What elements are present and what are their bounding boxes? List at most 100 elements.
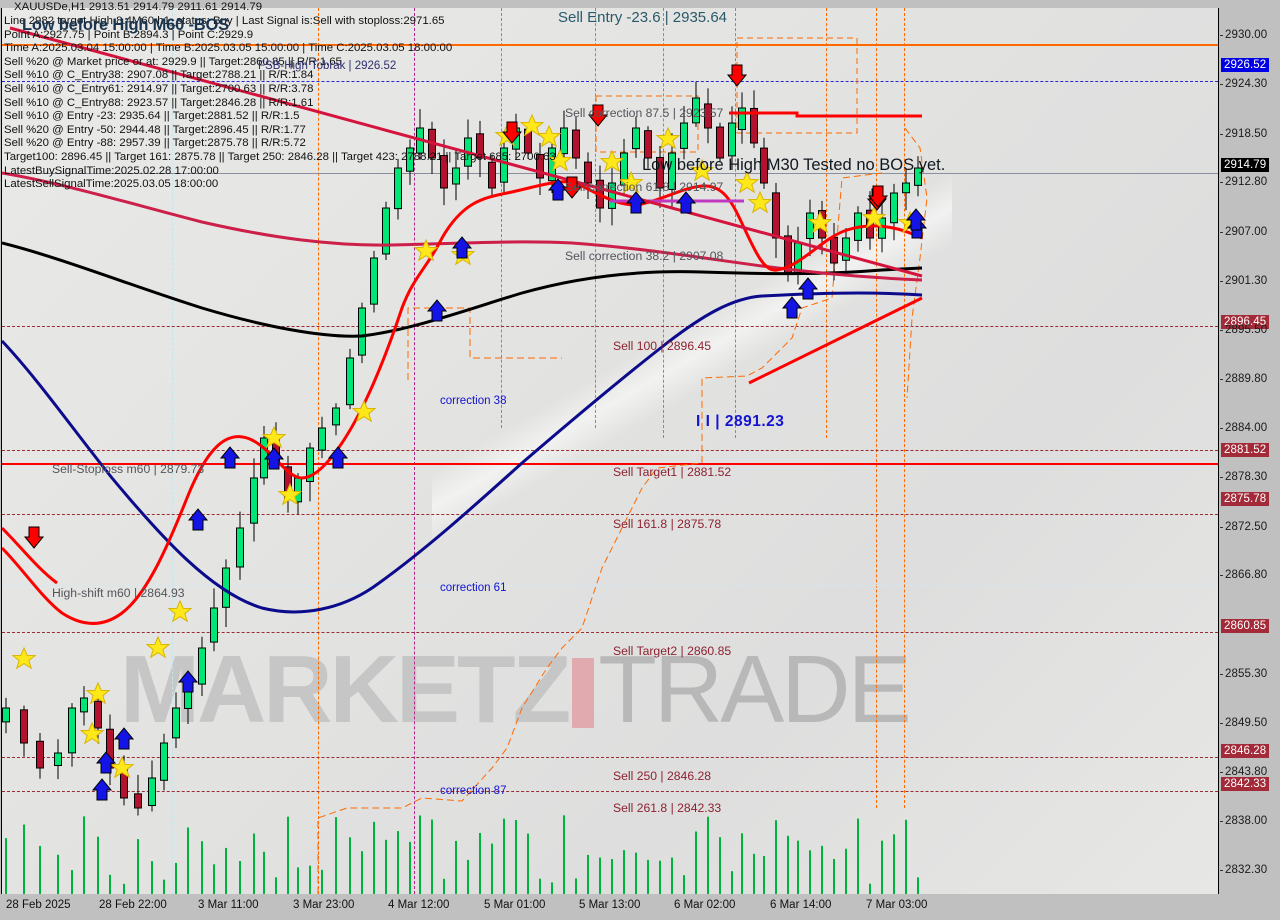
annotation-bos-2891: I I | 2891.23 <box>696 413 785 430</box>
info-line-7: Sell %10 @ Entry -23: 2935.64 || Target:… <box>4 110 300 123</box>
level-line-stoploss-2879 <box>2 450 1218 451</box>
level-line-sell-target1-2881 <box>2 463 1218 465</box>
price-tick-2918-50: 2918.50 <box>1219 127 1268 140</box>
annotation-sell-entry-top: Sell Entry -23.6 | 2935.64 <box>558 9 727 26</box>
price-tick-2849-50: 2849.50 <box>1219 717 1268 730</box>
strategy-info-panel: Line 2982 target High 8.4M60 h1_status: … <box>4 15 556 192</box>
time-tick: 3 Mar 23:00 <box>293 899 355 911</box>
vline-fib-f <box>876 8 877 808</box>
star-signal-marker <box>656 127 680 149</box>
buy-arrow-up <box>96 751 116 774</box>
star-signal-marker <box>414 239 438 261</box>
vline-fib-d <box>735 8 736 438</box>
ma-long-line <box>2 291 923 614</box>
level-line-last-price-2914 <box>2 173 1218 174</box>
moving-average-layer <box>2 26 923 625</box>
sell-arrow-down <box>727 64 747 87</box>
price-tick-2901-30: 2901.30 <box>1219 274 1268 287</box>
price-tick-2912-80: 2912.80 <box>1219 176 1268 189</box>
star-signal-marker <box>262 426 286 448</box>
price-tick-2846-28: 2846.28 <box>1221 743 1270 758</box>
time-tick: 3 Mar 11:00 <box>198 899 259 911</box>
chart-label: Sell Target1 | 2881.52 <box>613 465 732 479</box>
level-line-sell-entry-2935 <box>2 44 1218 46</box>
star-signal-marker <box>600 150 624 172</box>
level-line-fsb-high-2926 <box>2 81 1218 82</box>
sell-arrow-down <box>24 526 44 549</box>
price-tick-2895-50: 2895.50 <box>1219 324 1268 337</box>
annotation-bos-title: Low before High M60 -BOS <box>22 16 229 34</box>
symbol-ohlc-line: XAUUSDe,H1 2913.51 2914.79 2911.61 2914.… <box>14 1 263 13</box>
time-axis[interactable]: 28 Feb 2025 28 Feb 22:00 3 Mar 11:00 3 Mar … <box>0 896 1280 920</box>
level-line-sell1618-2875 <box>2 514 1218 515</box>
info-line-0: Line 2982 target High 8.4M60 h1_status: … <box>4 15 445 27</box>
level-line-high-shift-2864 <box>2 585 1218 586</box>
level-line-sell-target2-2860 <box>2 632 1218 633</box>
buy-arrow-up <box>676 191 696 214</box>
buy-arrow-up <box>188 508 208 531</box>
price-tick-2884-00: 2884.00 <box>1219 422 1268 435</box>
structure-red-resistance <box>729 111 922 118</box>
buy-arrow-up <box>427 299 447 322</box>
trendline-left-red <box>2 526 58 585</box>
price-tick-2924-30: 2924.30 <box>1219 78 1268 91</box>
star-signal-marker <box>735 171 759 193</box>
time-tick: 7 Mar 03:00 <box>866 899 928 911</box>
chart-label: Sell correction 61.8 | 2914.97 <box>565 180 724 194</box>
price-tick-2872-50: 2872.50 <box>1219 520 1268 533</box>
vline-fib-b <box>595 8 596 428</box>
info-line-6: Sell %10 @ C_Entry88: 2923.57 || Target:… <box>4 96 314 109</box>
buy-arrow-up <box>220 446 240 469</box>
chart-label: Sell 250 | 2846.28 <box>613 769 712 783</box>
star-signal-marker <box>168 600 192 622</box>
price-tick-2843-80: 2843.80 <box>1219 765 1268 778</box>
info-line-10: Target100: 2896.45 || Target 161: 2875.7… <box>4 150 556 163</box>
price-tick-2878-30: 2878.30 <box>1219 471 1268 484</box>
price-axis[interactable]: 2930.00 2926.52 2924.30 2918.50 2914.79 2912.… <box>1218 8 1280 894</box>
structure-red-support <box>748 296 923 385</box>
info-line-9: Sell %20 @ Entry -88: 2957.39 || Target:… <box>4 137 306 150</box>
time-tick: 6 Mar 14:00 <box>770 899 832 911</box>
level-line-sell250-2846 <box>2 757 1218 758</box>
info-line-2: Time A:2025.03.04 15:00:00 | Time B:2025… <box>4 42 453 55</box>
star-signal-marker <box>86 682 110 704</box>
watermark-bar <box>572 658 595 728</box>
ma-mid-line <box>2 171 923 282</box>
buy-arrow-up <box>178 670 198 693</box>
price-tick-2875-78: 2875.78 <box>1221 491 1270 506</box>
price-tick-2889-80: 2889.80 <box>1219 372 1268 385</box>
price-tick-2832-30: 2832.30 <box>1219 864 1268 877</box>
buy-arrow-up <box>328 446 348 469</box>
info-line-11: LatestBuySignalTime:2025.02.28 17:00:00 <box>4 164 219 177</box>
ma-fast-line <box>2 180 923 625</box>
chart-plot-area[interactable]: MARKETZ TRADE <box>1 8 1218 894</box>
info-line-5: Sell %10 @ C_Entry61: 2914.97 || Target:… <box>4 82 314 95</box>
annotation-fsb-high: FSB-High Tobrak | 2926.52 <box>258 60 397 72</box>
chart-label: correction 87 <box>440 785 507 797</box>
time-tick: 28 Feb 2025 <box>6 899 71 911</box>
price-tick-2926-52: 2926.52 <box>1221 58 1270 73</box>
chart-label: Sell 100 | 2896.45 <box>613 339 712 353</box>
chart-label: High-shift m60 | 2864.93 <box>52 586 185 600</box>
vline-session-28feb <box>172 8 173 894</box>
buy-arrow-up <box>626 191 646 214</box>
vline-session-3mar <box>318 8 319 894</box>
chart-label: Sell-Stoploss m60 | 2879.73 <box>52 462 205 476</box>
time-tick: 6 Mar 02:00 <box>674 899 736 911</box>
time-tick: 28 Feb 22:00 <box>99 899 167 911</box>
buy-arrow-up <box>264 447 284 470</box>
chart-label: Sell 161.8 | 2875.78 <box>613 517 722 531</box>
buy-arrow-up <box>92 778 112 801</box>
info-line-3: Sell %20 @ Market price or at: 2929.9 ||… <box>4 55 342 68</box>
trendline-descending-red <box>9 26 923 278</box>
price-tick-2866-80: 2866.80 <box>1219 569 1268 582</box>
watermark-logo: MARKETZ TRADE <box>120 635 912 745</box>
star-signal-marker <box>748 191 772 213</box>
level-line-sell2618-2842 <box>2 791 1218 792</box>
buy-arrow-up <box>114 727 134 750</box>
watermark-text-primary: MARKETZ <box>120 636 571 743</box>
vline-fib-g <box>904 8 905 808</box>
vline-fib-a <box>501 8 502 428</box>
star-signal-marker <box>146 636 170 658</box>
